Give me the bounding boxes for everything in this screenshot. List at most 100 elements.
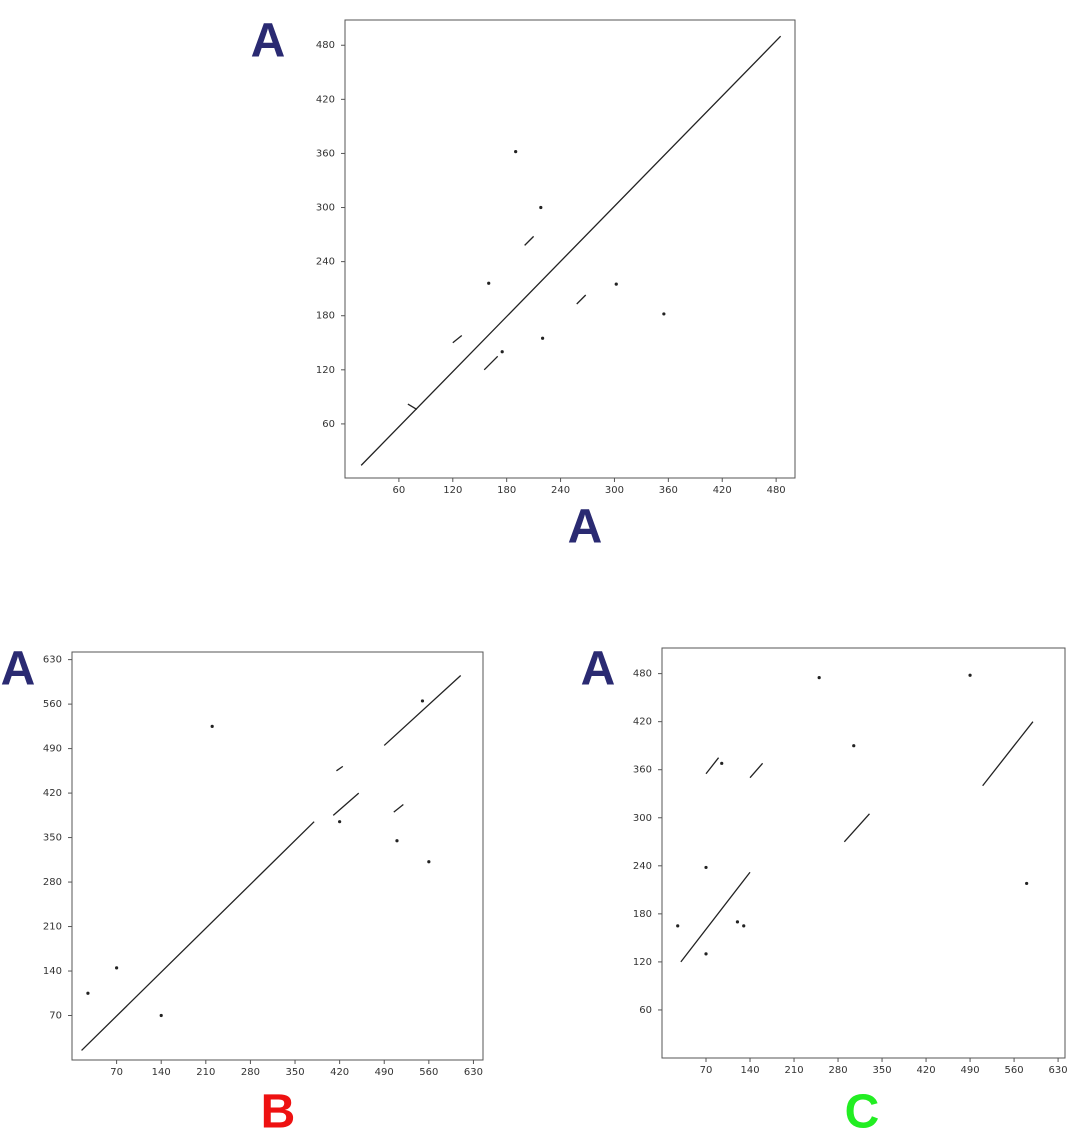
y-tick-label: 420 (633, 717, 652, 728)
y-axis-label: A (581, 643, 616, 696)
dot (968, 673, 972, 677)
segment (332, 792, 360, 816)
plot-frame (344, 19, 796, 479)
dot (500, 350, 504, 354)
y-tick-label: 490 (43, 744, 62, 755)
segment (452, 335, 463, 344)
y-tick-label: 120 (633, 957, 652, 968)
dot (427, 860, 431, 864)
x-tick-label: 560 (419, 1067, 438, 1078)
x-tick-label: 630 (464, 1067, 483, 1078)
dot (159, 1013, 163, 1018)
y-tick-label: 280 (43, 877, 62, 888)
y-tick-label: 70 (49, 1011, 62, 1022)
x-tick-label: 140 (152, 1067, 171, 1078)
dot (115, 966, 119, 970)
x-tick-label: 140 (740, 1065, 759, 1076)
dot (86, 991, 90, 995)
x-tick-label: 630 (1049, 1065, 1068, 1076)
y-tick-label: 360 (316, 148, 335, 159)
y-tick-label: 180 (316, 311, 335, 322)
dot (735, 920, 740, 924)
segment (393, 804, 404, 813)
dot (420, 699, 425, 703)
y-tick-label: 350 (43, 833, 62, 844)
x-tick-label: 490 (961, 1065, 980, 1076)
x-tick-label: 210 (784, 1065, 803, 1076)
y-tick-label: 140 (43, 966, 62, 977)
dot (1025, 881, 1029, 886)
y-tick-label: 180 (633, 909, 652, 920)
dot (338, 820, 342, 824)
dot (487, 281, 491, 285)
x-tick-label: 180 (497, 485, 516, 496)
y-tick-label: 360 (633, 765, 652, 776)
plot-frame (661, 647, 1066, 1059)
x-tick-label: 300 (605, 485, 624, 496)
y-tick-label: 240 (316, 257, 335, 268)
x-axis-label: B (261, 1086, 296, 1137)
x-tick-label: 70 (110, 1067, 123, 1078)
segment (705, 757, 720, 775)
x-tick-label: 350 (285, 1067, 304, 1078)
x-tick-label: 360 (659, 485, 678, 496)
y-tick-label: 60 (322, 419, 335, 430)
dot (852, 744, 856, 748)
segment (483, 355, 499, 371)
x-tick-label: 70 (700, 1065, 713, 1076)
segment (407, 403, 418, 411)
dot (662, 312, 666, 316)
x-tick-label: 120 (443, 485, 462, 496)
y-tick-label: 60 (639, 1005, 652, 1016)
dot (210, 724, 214, 728)
y-axis-label: A (251, 15, 286, 68)
x-tick-label: 210 (196, 1067, 215, 1078)
dot (676, 924, 680, 928)
y-tick-label: 240 (633, 861, 652, 872)
x-axis-label: A (568, 501, 603, 554)
y-tick-label: 420 (43, 788, 62, 799)
dot (395, 839, 399, 843)
y-tick-label: 300 (633, 813, 652, 824)
y-tick-label: 480 (633, 669, 652, 680)
dot (704, 952, 708, 956)
segment (81, 821, 315, 1051)
x-tick-label: 420 (917, 1065, 936, 1076)
x-tick-label: 60 (393, 485, 406, 496)
x-tick-label: 420 (330, 1067, 349, 1078)
x-axis-label: C (845, 1086, 880, 1137)
y-tick-label: 210 (43, 922, 62, 933)
y-tick-label: 120 (316, 365, 335, 376)
x-tick-label: 480 (767, 485, 786, 496)
x-tick-label: 280 (241, 1067, 260, 1078)
segment (360, 35, 782, 466)
y-tick-label: 300 (316, 203, 335, 214)
x-tick-label: 420 (713, 485, 732, 496)
y-tick-label: 420 (316, 94, 335, 105)
segment (336, 765, 344, 772)
y-tick-label: 560 (43, 699, 62, 710)
y-tick-label: 630 (43, 655, 62, 666)
x-tick-label: 350 (872, 1065, 891, 1076)
dot (514, 150, 518, 154)
segment (843, 813, 870, 843)
dot (539, 205, 543, 210)
segment (383, 675, 462, 746)
plot-frame (71, 651, 484, 1061)
segment (576, 294, 587, 305)
segment (749, 762, 764, 779)
x-tick-label: 490 (375, 1067, 394, 1078)
dot (541, 336, 545, 340)
y-axis-label: A (1, 643, 36, 696)
segment (524, 235, 535, 246)
dot (817, 676, 821, 680)
x-tick-label: 560 (1005, 1065, 1024, 1076)
dot (742, 924, 746, 928)
dot (720, 761, 724, 765)
dot (704, 865, 708, 870)
segment (680, 871, 751, 963)
x-tick-label: 280 (828, 1065, 847, 1076)
x-tick-label: 240 (551, 485, 570, 496)
segment (982, 721, 1034, 787)
